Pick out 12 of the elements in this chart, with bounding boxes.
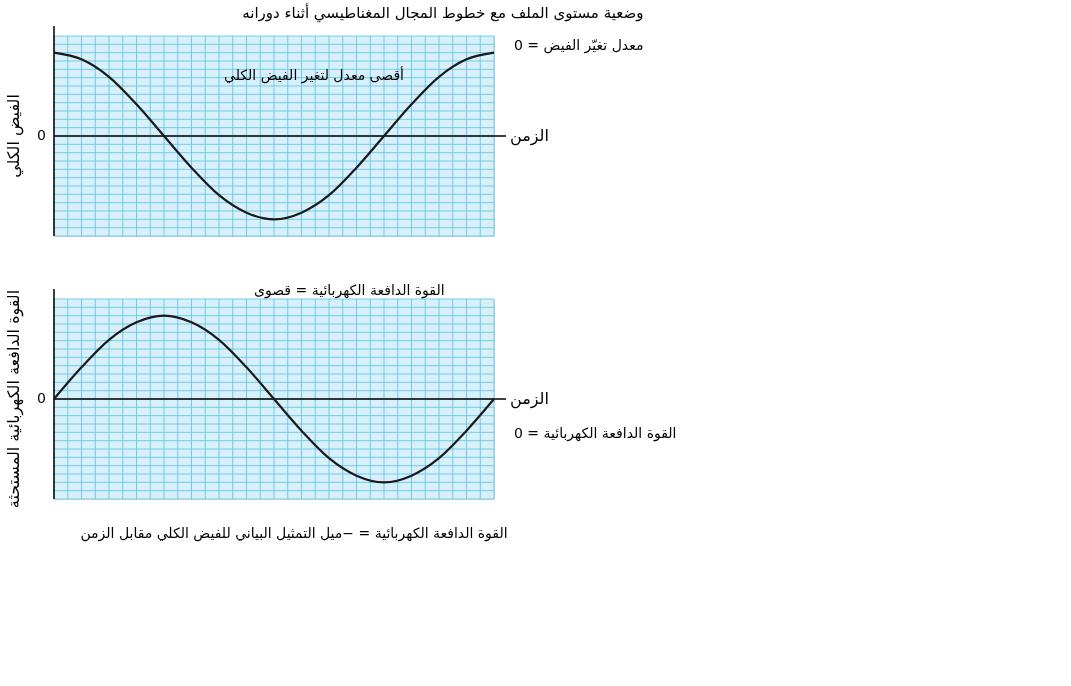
text: 0 — [37, 390, 46, 406]
text: معدل تغيّر الفيض = 0 — [514, 37, 644, 54]
y-axis-title: القوة الدافعة الكهربائية المستحثة — [4, 289, 24, 509]
x-axis-title: الزمن — [510, 126, 549, 146]
chart-title: وضعية مستوى الملف مع خطوط المجال المغناطيسي أثناء دورانه — [242, 3, 644, 24]
y-axis-title: الفيض الكلي — [4, 94, 24, 178]
text: 0 — [37, 127, 46, 143]
text: القوة الدافعة الكهربائية = قصوى — [254, 282, 445, 299]
x-axis-title: الزمن — [510, 389, 549, 409]
text: القوة الدافعة الكهربائية = 0 — [514, 425, 677, 442]
text: القوة الدافعة الكهربائية = −ميل التمثيل البياني للفيض الكلي مقابل الزمن — [80, 525, 508, 542]
annotation: أقصى معدل لتغير الفيض الكلي — [224, 66, 405, 84]
